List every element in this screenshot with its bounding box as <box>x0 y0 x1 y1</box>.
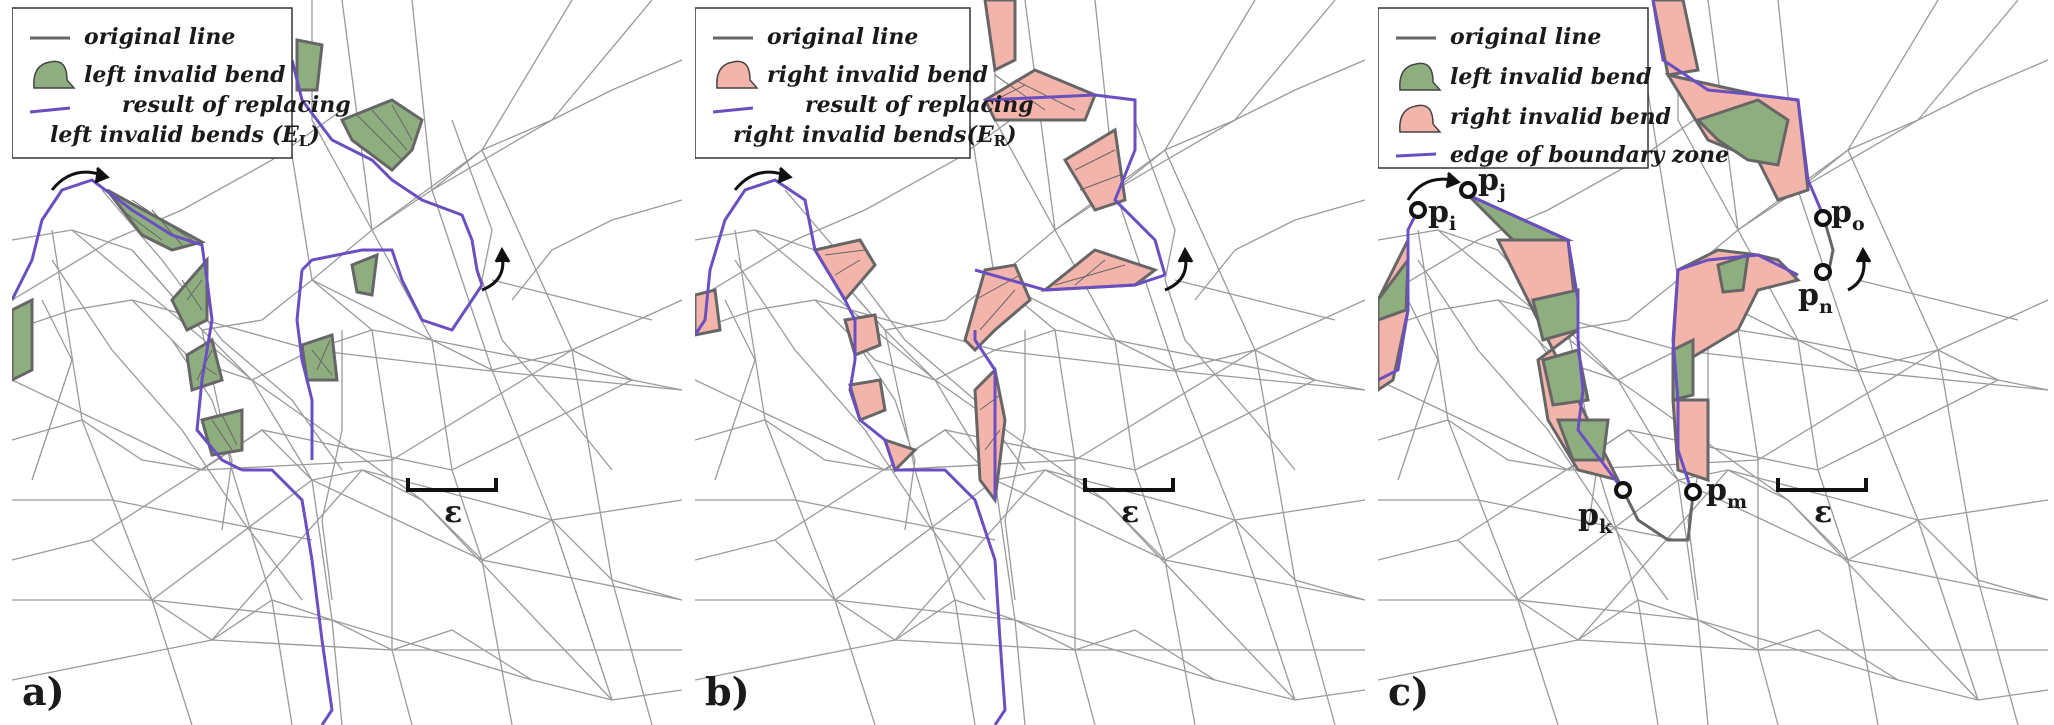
legend-result-2: right invalid bends(ER) <box>733 122 1017 150</box>
triangulation-mesh <box>1378 0 2048 725</box>
legend-bend: right invalid bend <box>767 62 988 88</box>
result-line <box>695 93 1167 725</box>
vertex-pm <box>1684 483 1702 501</box>
panel-a: original line left invalid bend result o… <box>12 0 682 725</box>
boundary-zone-edge <box>1378 0 1825 496</box>
legend-right-bend: right invalid bend <box>1450 104 1671 130</box>
legend-box: original line left invalid bend result o… <box>12 7 351 159</box>
label-po: po <box>1831 195 1865 235</box>
panel-label-b: b) <box>705 669 750 714</box>
legend-box: original line right invalid bend result … <box>695 7 1034 159</box>
panel-label-a: a) <box>22 669 65 714</box>
right-invalid-bends <box>695 0 1159 504</box>
rotation-arrows <box>1406 171 1872 292</box>
vertex-labels: pi pj pk pm pn po <box>1428 163 1865 538</box>
label-pn: pn <box>1798 278 1833 318</box>
label-pi: pi <box>1428 195 1456 235</box>
legend-original: original line <box>1450 24 1601 50</box>
vertex-pj <box>1459 181 1477 199</box>
panel-b: original line right invalid bend result … <box>695 0 1365 725</box>
vertex-po <box>1814 209 1832 227</box>
label-pk: pk <box>1578 498 1613 538</box>
legend-original: original line <box>84 24 235 50</box>
epsilon-scale-bar <box>1083 478 1175 492</box>
legend-original: original line <box>767 24 918 50</box>
right-bend-swatch <box>716 60 759 89</box>
rotation-arrows <box>733 166 1194 292</box>
panel-label-c: c) <box>1388 669 1429 714</box>
legend-result-2: left invalid bends (EL) <box>50 122 320 150</box>
panel-a-figure: original line left invalid bend result o… <box>12 0 682 725</box>
legend-box: original line left invalid bend right in… <box>1378 7 1729 169</box>
legend-bend: left invalid bend <box>84 62 286 88</box>
panel-b-figure: original line right invalid bend result … <box>695 0 1365 725</box>
epsilon-label-a: ε <box>444 495 462 530</box>
result-line <box>12 59 484 725</box>
label-pj: pj <box>1478 163 1506 203</box>
triangulation-mesh <box>695 0 1365 725</box>
legend-edge: edge of boundary zone <box>1450 142 1729 168</box>
epsilon-label-b: ε <box>1121 495 1139 530</box>
result-line-swatch <box>29 106 71 114</box>
legend-result-1: result of replacing <box>122 92 351 118</box>
result-line-swatch <box>712 106 754 114</box>
vertex-pi <box>1409 201 1427 219</box>
invalid-bend-interiors <box>824 74 1126 451</box>
epsilon-label-c: ε <box>1814 495 1832 530</box>
right-bend-swatch <box>1399 104 1442 133</box>
edge-line-swatch <box>1395 152 1437 158</box>
left-bend-swatch <box>33 60 76 89</box>
legend-result-1: result of replacing <box>805 92 1034 118</box>
vertex-markers <box>1409 181 1832 501</box>
rotation-arrows <box>50 166 511 292</box>
legend-left-bend: left invalid bend <box>1450 64 1652 90</box>
label-pm: pm <box>1706 473 1747 513</box>
epsilon-scale-bar <box>406 478 498 492</box>
panel-c-figure: pi pj pk pm pn po original line left inv… <box>1378 0 2048 725</box>
vertex-pn <box>1814 263 1832 281</box>
epsilon-scale-bar <box>1776 478 1868 492</box>
left-invalid-bends <box>12 38 424 457</box>
vertex-pk <box>1614 481 1632 499</box>
panel-c: pi pj pk pm pn po original line left inv… <box>1378 0 2048 725</box>
left-bend-swatch <box>1399 62 1442 91</box>
